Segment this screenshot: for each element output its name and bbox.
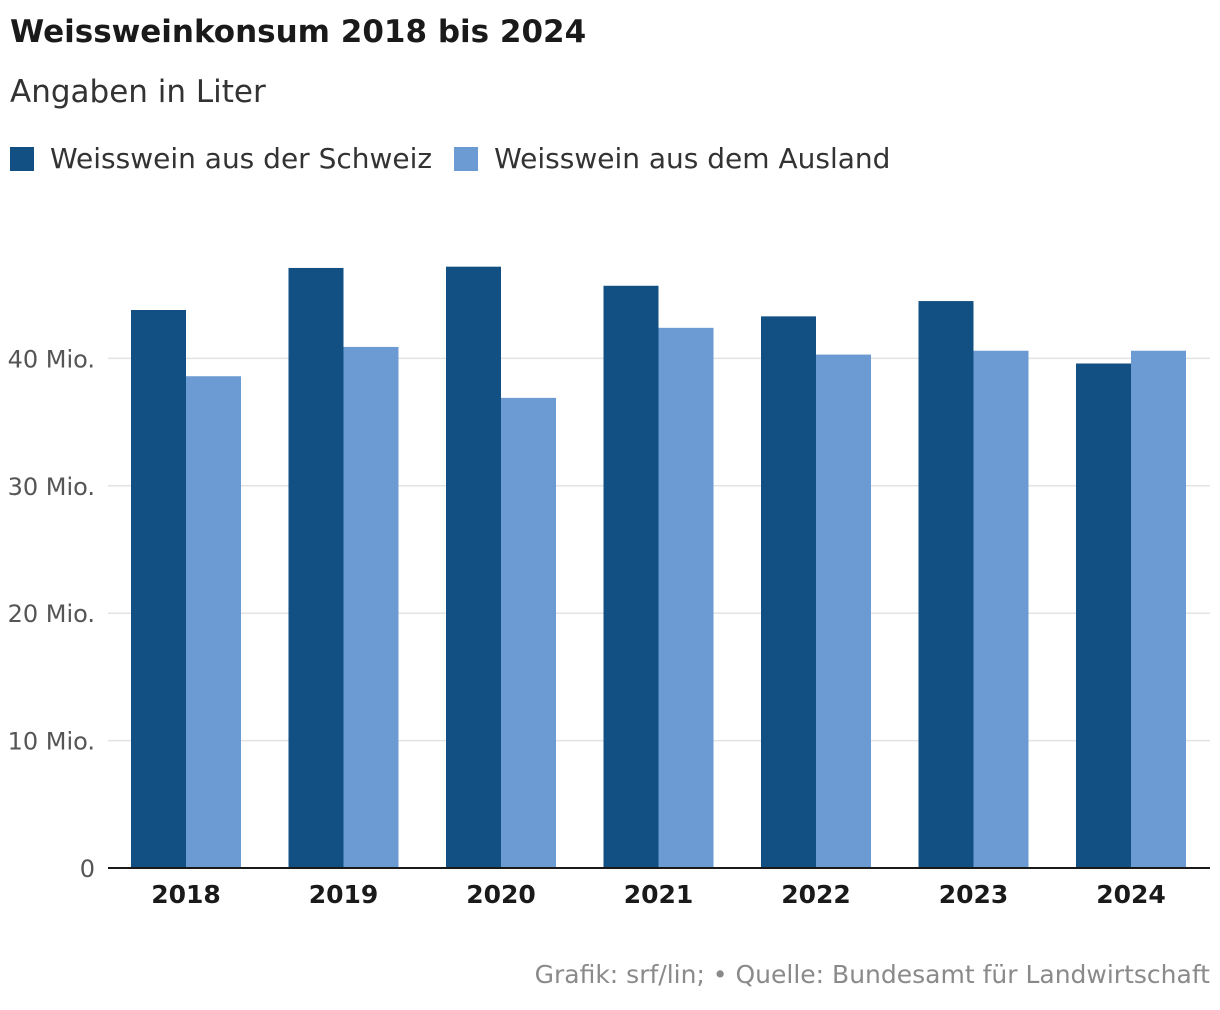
legend-item-schweiz: Weisswein aus der Schweiz	[10, 142, 432, 175]
source-footer: Grafik: srf/lin; • Quelle: Bundesamt für…	[534, 960, 1210, 989]
bar-schweiz-2019	[288, 267, 344, 868]
bar-schweiz-2024	[1076, 363, 1131, 868]
y-tick-label: 10 Mio.	[8, 728, 95, 756]
x-tick-label: 2019	[309, 880, 379, 909]
x-tick-label: 2018	[151, 880, 221, 909]
legend-swatch-ausland	[454, 146, 479, 171]
x-tick-label: 2022	[781, 880, 851, 909]
legend: Weisswein aus der Schweiz Weisswein aus …	[10, 142, 912, 175]
y-tick-label: 20 Mio.	[8, 600, 95, 628]
bar-ausland-2022	[816, 354, 871, 868]
bar-ausland-2024	[1131, 350, 1186, 869]
legend-label-ausland: Weisswein aus dem Ausland	[494, 142, 891, 175]
bar-ausland-2018	[186, 376, 241, 868]
x-tick-label: 2021	[624, 880, 694, 909]
chart-title: Weissweinkonsum 2018 bis 2024	[10, 14, 587, 50]
bar-schweiz-2021	[603, 285, 659, 869]
y-tick-label: 0	[80, 855, 95, 883]
bar-ausland-2023	[973, 350, 1029, 869]
x-tick-label: 2023	[939, 880, 1009, 909]
y-tick-label: 40 Mio.	[8, 345, 95, 373]
bar-schweiz-2020	[446, 266, 501, 868]
x-tick-label: 2024	[1096, 880, 1166, 909]
bar-schweiz-2018	[131, 309, 186, 868]
bar-schweiz-2023	[918, 301, 974, 868]
bar-ausland-2020	[501, 397, 556, 868]
legend-label-schweiz: Weisswein aus der Schweiz	[50, 142, 433, 175]
x-tick-label: 2020	[466, 880, 536, 909]
bar-schweiz-2022	[761, 316, 816, 868]
bar-ausland-2019	[343, 346, 399, 869]
chart-subtitle: Angaben in Liter	[10, 74, 266, 110]
y-tick-label: 30 Mio.	[8, 473, 95, 501]
legend-swatch-schweiz	[10, 146, 34, 171]
legend-item-ausland: Weisswein aus dem Ausland	[454, 142, 890, 175]
bar-ausland-2021	[658, 327, 714, 869]
